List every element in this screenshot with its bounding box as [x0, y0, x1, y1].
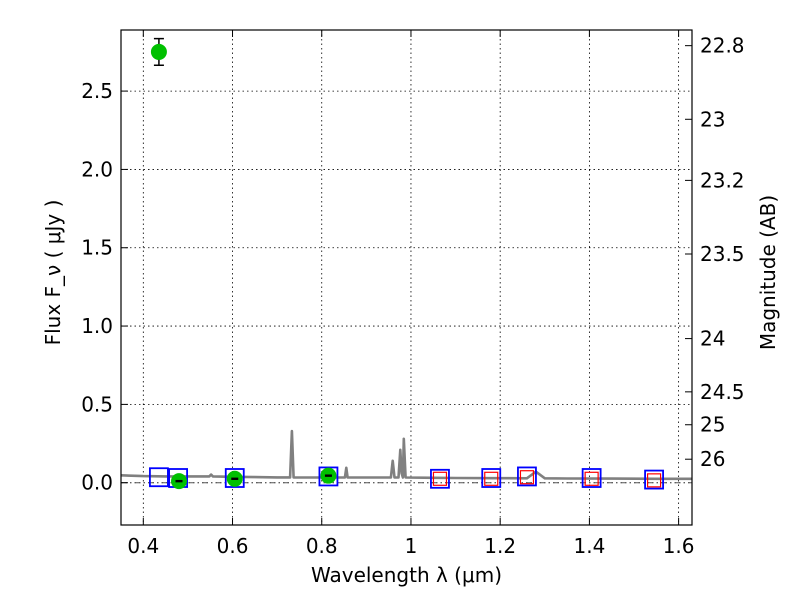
y-tick-label: 2.5: [81, 79, 113, 103]
right-tick-label: 23: [700, 107, 725, 131]
model-photometry-box: [644, 469, 664, 490]
y-tick-label: 2.0: [81, 157, 113, 181]
right-axis-title: Magnitude (AB): [756, 195, 780, 350]
observed-error-mark: [231, 477, 239, 480]
right-tick-label: 23.2: [700, 168, 745, 192]
right-tick-label: 22.8: [700, 34, 745, 58]
upper-limit-box: [484, 471, 499, 486]
model-photometry-box: [224, 468, 245, 488]
x-tick-label: 1.6: [663, 534, 695, 558]
right-tick-label: 26: [700, 447, 725, 471]
y-tick-label: 0.0: [81, 471, 113, 495]
plot-series: [120, 37, 692, 490]
upper-limit-box: [432, 471, 448, 486]
axis-ticks: 0.4 0.6 0.8 1 1.2 1.4 1.6 0.0 0.5 1.0 1.5 2.0 2.5 22.…: [81, 30, 745, 558]
y-tick-label: 0.5: [81, 392, 113, 416]
observed-error-mark: [175, 479, 183, 483]
model-photometry-box: [149, 467, 169, 488]
model-photometry-box: [481, 468, 502, 488]
x-tick-label: 0.6: [217, 534, 249, 558]
right-tick-label: 25: [700, 413, 725, 437]
observed-flux-point: [150, 43, 167, 60]
y-tick-label: 1.0: [81, 314, 113, 338]
model-photometry-box: [517, 466, 537, 487]
observed-error-mark: [324, 474, 332, 477]
y-tick-label: 1.5: [81, 236, 113, 260]
model-photometry-box: [430, 468, 450, 489]
x-tick-label: 0.8: [306, 534, 338, 558]
model-photometry-box: [318, 466, 339, 487]
right-tick-label: 24: [700, 327, 725, 351]
grid: [121, 30, 692, 525]
right-tick-label: 23.5: [700, 242, 745, 266]
x-tick-label: 1.2: [484, 534, 516, 558]
x-axis-title: Wavelength λ (μm): [311, 563, 502, 587]
y-axis-title: Flux F_ν ( μJy ): [41, 200, 65, 346]
upper-limit-box: [519, 470, 535, 485]
right-tick-label: 24.5: [700, 380, 745, 404]
x-tick-label: 1.4: [573, 534, 605, 558]
plot-frame: [120, 29, 693, 526]
upper-limit-box: [584, 471, 599, 486]
upper-limit-box: [646, 473, 662, 488]
model-spectrum-line: [120, 429, 692, 481]
x-tick-label: 1: [405, 534, 418, 558]
x-tick-label: 0.4: [127, 534, 159, 558]
model-photometry-box: [581, 468, 602, 488]
